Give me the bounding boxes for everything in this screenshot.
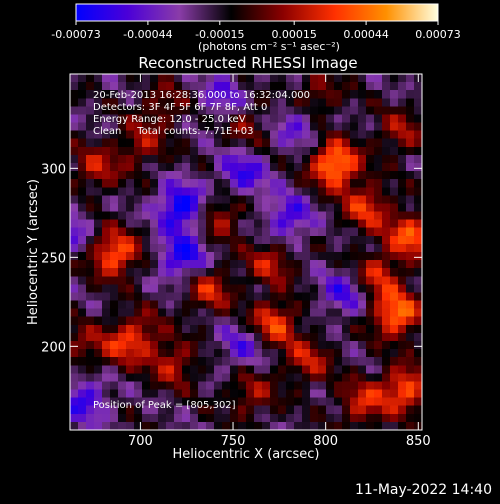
y-tick-label: 200 [41,340,66,355]
colorbar-tick-label: -0.00015 [195,28,244,41]
colorbar-unit-label: (photons cm⁻² s⁻¹ asec⁻²) [198,40,340,53]
annotation-clean-counts: Clean Total counts: 7.71E+03 [93,126,253,137]
colorbar-tick-label: 0.00044 [343,28,389,41]
colorbar [75,3,439,22]
colorbar-ticks: -0.00073 -0.00044 -0.00015 0.00015 0.00044 0.… [51,21,461,41]
colorbar-tick-label: 0.00073 [415,28,461,41]
x-tick-label: 800 [313,434,338,449]
x-tick-label: 700 [128,434,153,449]
timestamp-footer: 11-May-2022 14:40 [354,482,492,498]
y-tick-label: 300 [41,162,66,177]
heatmap-image [70,74,422,430]
y-tick-label: 250 [41,251,66,266]
heatmap-raster [70,74,422,430]
colorbar-tick-label: -0.00044 [123,28,172,41]
annotation-energy-range: Energy Range: 12.0 - 25.0 keV [93,114,246,125]
x-axis-ticks: 700 750 800 850 [128,74,431,449]
colorbar-tick-label: -0.00073 [51,28,100,41]
x-tick-label: 850 [406,434,431,449]
x-tick-label: 750 [221,434,246,449]
chart-title: Reconstructed RHESSI Image [138,54,357,72]
y-axis-ticks: 200 250 300 [41,162,422,355]
x-axis-label: Heliocentric X (arcsec) [173,447,320,462]
annotation-detectors: Detectors: 3F 4F 5F 6F 7F 8F, Att 0 [93,102,267,113]
plot-frame [69,73,423,431]
annotation-time-range: 20-Feb-2013 16:28:36.000 to 16:32:04.000 [93,90,310,101]
peak-position-label: Position of Peak = [805,302] [93,400,236,411]
y-axis-label: Heliocentric Y (arcsec) [26,179,41,325]
colorbar-tick-label: 0.00015 [271,28,317,41]
